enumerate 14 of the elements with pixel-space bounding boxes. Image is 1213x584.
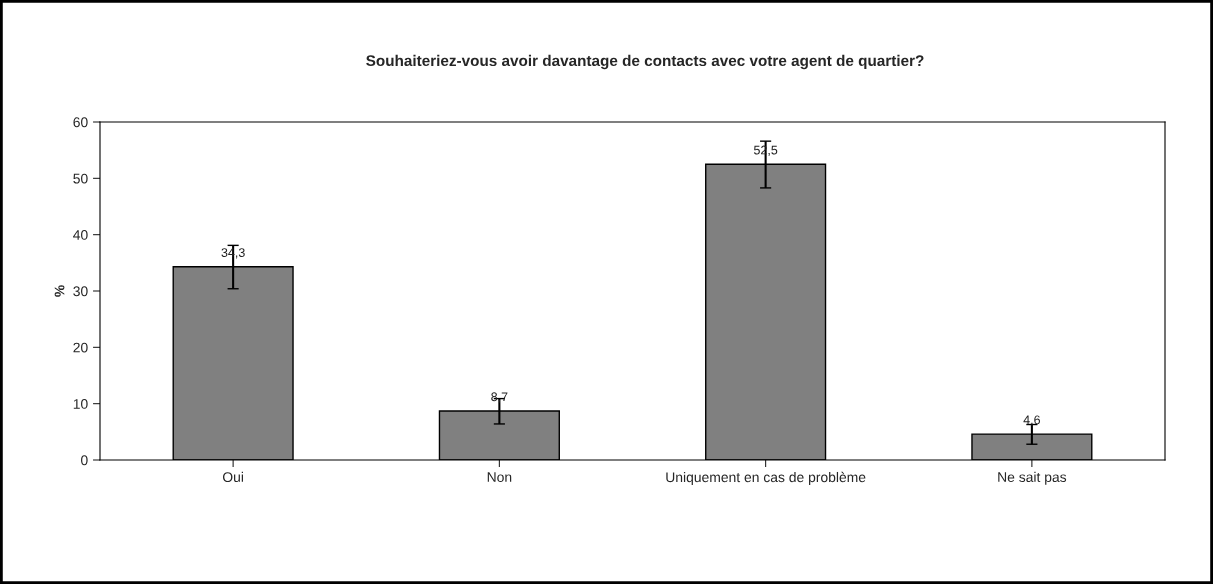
y-tick-label: 20 xyxy=(73,342,88,353)
x-tick-label: Ne sait pas xyxy=(998,471,1067,485)
y-tick-label: 0 xyxy=(81,455,88,466)
y-tick-label: 50 xyxy=(73,173,88,184)
x-tick-label: Oui xyxy=(222,471,243,483)
y-axis-title: % xyxy=(54,285,65,297)
y-tick-label: 60 xyxy=(73,117,88,128)
y-tick-label: 30 xyxy=(73,286,88,297)
y-tick-label: 10 xyxy=(73,399,88,409)
chart-title: Souhaiteriez-vous avoir davantage de contacts avec votre agent de quartier? xyxy=(366,54,924,70)
x-tick-label: Uniquement en cas de problème xyxy=(666,471,866,485)
data-label: 4,6 xyxy=(1023,415,1041,426)
y-tick-label: 40 xyxy=(73,230,88,240)
x-tick-label: Non xyxy=(487,472,512,483)
